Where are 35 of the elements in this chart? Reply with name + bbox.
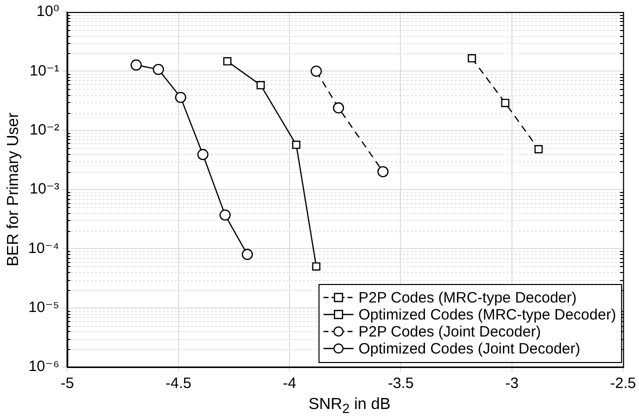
point — [332, 102, 344, 114]
point — [220, 209, 231, 221]
legend-label: P2P Codes (MRC-type Decoder) — [358, 290, 577, 307]
point — [197, 148, 208, 160]
y-tick-label: 10⁻³ — [30, 180, 60, 198]
y-axis-title: BER for Primary User — [5, 112, 22, 266]
y-tick-label: 10⁻² — [30, 121, 60, 138]
point — [152, 64, 164, 76]
x-tick-label: -3.5 — [388, 375, 414, 392]
legend-label: Optimized Codes (Joint Decoder) — [358, 340, 580, 358]
legend-label: Optimized Codes (MRC-type Decoder) — [358, 306, 616, 324]
point — [468, 54, 476, 62]
point — [130, 59, 142, 71]
point — [501, 98, 510, 108]
y-tick-label: 10⁻⁴ — [28, 240, 60, 257]
x-tick-label: -2.5 — [610, 375, 636, 392]
y-tick-label: 10⁻⁵ — [28, 298, 60, 316]
point — [534, 145, 543, 154]
x-tick-label: -3 — [505, 375, 519, 392]
point — [256, 81, 265, 90]
y-tick-label: 10⁰ — [36, 3, 60, 20]
point — [223, 57, 232, 66]
y-tick-label: 10⁻¹ — [30, 62, 60, 80]
point — [312, 262, 320, 271]
point — [242, 248, 253, 260]
point — [377, 166, 389, 178]
x-tick-label: -5 — [60, 375, 74, 392]
point — [175, 92, 186, 104]
legend-label: P2P Codes (Joint Decoder) — [358, 324, 541, 341]
x-tick-label: -4.5 — [165, 375, 192, 392]
y-tick-label: 10⁻⁶ — [28, 358, 60, 376]
x-axis-title: SNR$_{2}$ in dB — [307, 396, 392, 418]
point — [292, 140, 300, 149]
point — [310, 66, 322, 77]
x-tick-label: -4 — [282, 375, 296, 392]
